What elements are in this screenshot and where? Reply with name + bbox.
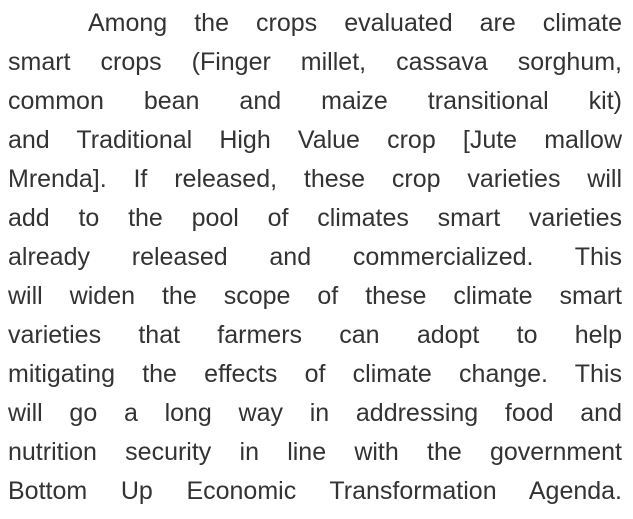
text-line: will widen the scope of these climate sm… xyxy=(8,282,622,310)
text-line: and Traditional High Value crop [Jute ma… xyxy=(8,126,622,154)
text-line: nutrition security in line with the gove… xyxy=(8,438,622,466)
text-line: will go a long way in addressing food an… xyxy=(8,399,622,427)
text-line: mitigating the effects of climate change… xyxy=(8,360,622,388)
text-line: Mrenda]. If released, these crop varieti… xyxy=(8,165,622,193)
text-line: add to the pool of climates smart variet… xyxy=(8,204,622,232)
text-line: smart crops (Finger millet, cassava sorg… xyxy=(8,48,622,76)
paragraph: Among the crops evaluated are climate sma… xyxy=(8,4,622,511)
text-line: common bean and maize transitional kit) xyxy=(8,87,622,115)
text-line: Bottom Up Economic Transformation Agenda… xyxy=(8,477,622,505)
text-line: varieties that farmers can adopt to help xyxy=(8,321,622,349)
text-line: Among the crops evaluated are climate xyxy=(88,9,622,37)
text-line: already released and commercialized. Thi… xyxy=(8,243,622,271)
